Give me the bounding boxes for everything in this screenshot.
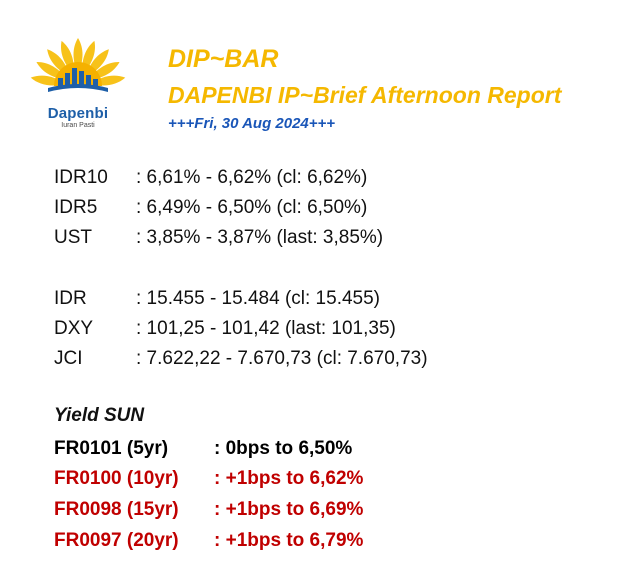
- market-value: : 7.622,22 - 7.670,73 (cl: 7.670,73): [136, 348, 428, 369]
- report-title: DIP~BAR: [168, 45, 279, 73]
- logo-tagline: Iuran Pasti: [61, 122, 95, 129]
- rate-label: IDR5: [54, 197, 98, 218]
- market-label: DXY: [54, 318, 94, 339]
- rate-value: : 6,61% - 6,62% (cl: 6,62%): [136, 167, 368, 188]
- yield-label: FR0101 (5yr): [54, 438, 169, 459]
- report-date: +++Fri, 30 Aug 2024+++: [168, 115, 336, 132]
- rate-value: : 3,85% - 3,87% (last: 3,85%): [136, 227, 384, 248]
- yield-value: : +1bps to 6,79%: [214, 530, 364, 551]
- yield-sun-title: Yield SUN: [54, 405, 145, 426]
- rate-label: IDR10: [54, 167, 108, 188]
- report-subtitle: DAPENBI IP~Brief Afternoon Report: [168, 82, 562, 108]
- rate-value: : 6,49% - 6,50% (cl: 6,50%): [136, 197, 368, 218]
- yield-label: FR0098 (15yr): [54, 499, 179, 520]
- rate-label: UST: [54, 227, 92, 248]
- sun-building-logo-icon: [30, 38, 126, 92]
- yield-label: FR0100 (10yr): [54, 468, 179, 489]
- yield-value: : +1bps to 6,69%: [214, 499, 364, 520]
- market-label: JCI: [54, 348, 83, 369]
- dapenbi-logo: Dapenbi Iuran Pasti: [22, 34, 134, 134]
- market-value: : 101,25 - 101,42 (last: 101,35): [136, 318, 396, 339]
- market-label: IDR: [54, 288, 87, 309]
- yield-label: FR0097 (20yr): [54, 530, 179, 551]
- logo-name: Dapenbi: [47, 105, 109, 122]
- yield-value: : +1bps to 6,62%: [214, 468, 364, 489]
- yield-value: : 0bps to 6,50%: [214, 438, 353, 459]
- market-value: : 15.455 - 15.484 (cl: 15.455): [136, 288, 380, 309]
